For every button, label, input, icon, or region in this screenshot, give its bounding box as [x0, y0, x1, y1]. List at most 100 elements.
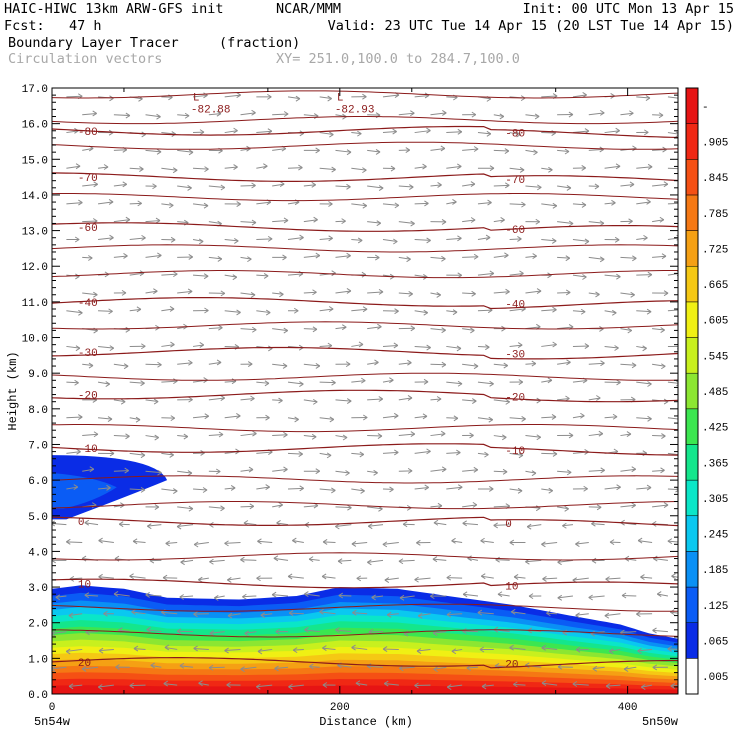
- circulation-vector: [303, 181, 316, 188]
- vector-shaft: [198, 577, 209, 581]
- circulation-vector: [451, 648, 463, 655]
- vector-shaft: [667, 237, 678, 240]
- circulation-vector: [525, 288, 542, 294]
- circulation-vector: [82, 181, 98, 188]
- vector-head: [220, 290, 226, 297]
- vector-shaft: [557, 221, 574, 224]
- isotherm-line: [52, 389, 678, 403]
- circulation-vector: [462, 327, 475, 334]
- circulation-vector: [209, 558, 225, 565]
- vector-shaft: [367, 149, 381, 153]
- vector-head: [216, 359, 222, 366]
- vector-head: [129, 573, 134, 580]
- vector-head: [485, 234, 491, 241]
- vector-shaft: [620, 433, 631, 437]
- vector-head: [282, 254, 287, 261]
- circulation-vector: [224, 237, 239, 244]
- circulation-vector: [208, 431, 224, 438]
- vector-head: [536, 434, 542, 441]
- circulation-vector: [165, 540, 178, 547]
- y-tick-label: 0.0: [28, 690, 48, 702]
- vector-head: [626, 431, 632, 437]
- circulation-vector: [414, 309, 428, 316]
- circulation-vector: [414, 378, 429, 385]
- vector-head: [172, 167, 178, 174]
- vector-head: [596, 395, 601, 401]
- vector-head: [118, 521, 124, 528]
- vector-head: [509, 539, 515, 546]
- circulation-vector: [528, 593, 542, 600]
- circulation-vector: [303, 147, 320, 154]
- circulation-vector: [82, 466, 95, 473]
- vector-head: [405, 147, 411, 153]
- vector-head: [456, 449, 461, 456]
- vector-shaft: [224, 648, 241, 652]
- vector-head: [250, 291, 256, 298]
- vector-head: [642, 345, 647, 352]
- vector-head: [123, 363, 129, 370]
- vector-shaft: [575, 542, 589, 545]
- circulation-vector: [367, 469, 378, 476]
- vector-head: [328, 201, 333, 207]
- circulation-vector: [161, 305, 175, 312]
- vector-shaft: [451, 540, 463, 543]
- vector-head: [346, 252, 351, 259]
- circulation-vector: [588, 467, 605, 474]
- vector-head: [647, 415, 652, 422]
- vector-head: [394, 202, 400, 209]
- circulation-vector: [319, 131, 334, 138]
- vector-head: [670, 682, 676, 689]
- circulation-vector: [193, 541, 209, 548]
- vector-head: [551, 413, 557, 420]
- vector-head: [298, 451, 303, 458]
- circulation-vector: [66, 309, 83, 316]
- circulation-vector: [351, 644, 368, 651]
- vector-head: [398, 558, 404, 565]
- vector-head: [621, 592, 627, 599]
- vector-head: [170, 236, 176, 243]
- circulation-vector: [621, 592, 637, 599]
- circulation-vector: [414, 163, 427, 170]
- vector-head: [202, 487, 208, 493]
- vector-shaft: [287, 201, 300, 205]
- circulation-vector: [493, 362, 509, 369]
- vector-shaft: [652, 183, 668, 187]
- vector-head: [616, 379, 621, 386]
- circulation-vector: [383, 680, 399, 687]
- circulation-vector: [398, 110, 415, 117]
- circulation-vector: [652, 253, 667, 260]
- circulation-vector: [287, 234, 304, 241]
- circulation-vector: [337, 558, 352, 565]
- vector-shaft: [430, 328, 446, 331]
- circulation-vector: [351, 377, 366, 384]
- circulation-vector: [351, 451, 365, 458]
- vector-head: [74, 236, 80, 243]
- circulation-vector: [272, 431, 288, 438]
- circulation-vector: [52, 666, 67, 672]
- vector-shaft: [208, 327, 223, 330]
- circulation-vector: [319, 379, 336, 386]
- circulation-vector: [462, 290, 476, 297]
- vector-shaft: [98, 310, 113, 312]
- circulation-vector: [113, 591, 130, 597]
- vector-head: [346, 288, 352, 294]
- circulation-vector: [588, 504, 602, 511]
- vector-shaft: [604, 130, 620, 134]
- x-tick-label: 400: [618, 702, 638, 714]
- circulation-vector: [604, 345, 619, 351]
- circulation-vector: [192, 202, 209, 209]
- circulation-vector: [351, 414, 368, 421]
- vector-shaft: [69, 684, 83, 687]
- circulation-vector: [335, 324, 347, 331]
- vector-shaft: [240, 328, 257, 331]
- circulation-vector: [430, 361, 447, 368]
- vector-shaft: [274, 666, 289, 670]
- vector-head: [548, 166, 553, 173]
- circulation-vector: [304, 626, 320, 633]
- vector-shaft: [177, 221, 189, 224]
- circulation-vector: [414, 237, 431, 244]
- vector-shaft: [493, 184, 510, 187]
- circulation-vector: [416, 648, 431, 654]
- circulation-vector: [66, 199, 83, 206]
- colorbar-label: .725: [702, 244, 728, 256]
